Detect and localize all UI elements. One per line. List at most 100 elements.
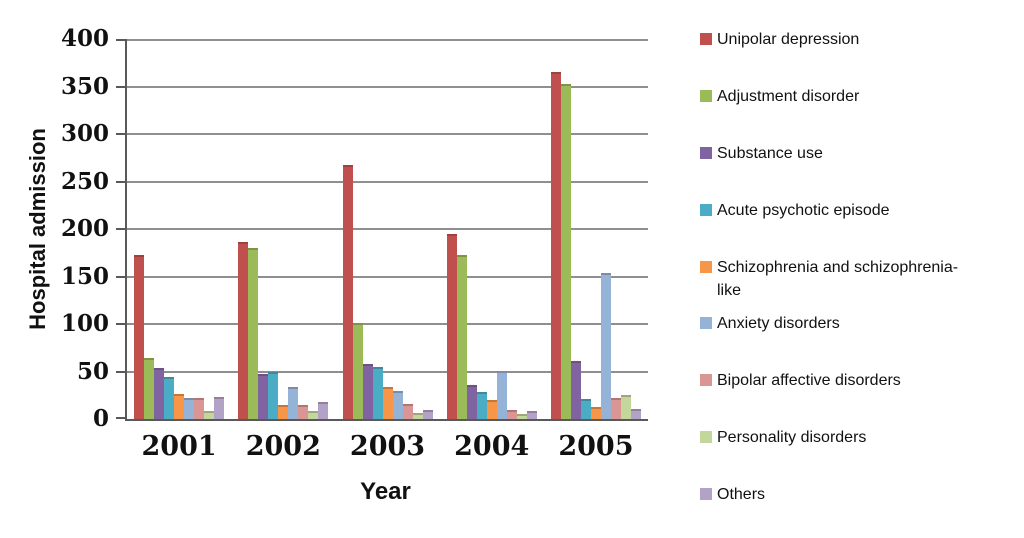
bar-anxiety-disorders-2003 [392,390,403,419]
gridline-400 [127,39,648,41]
y-tick-mark-300 [116,133,125,135]
y-tick-mark-150 [116,275,125,278]
gridline-300 [127,133,648,135]
x-tick-label-2002: 2002 [245,431,321,462]
y-tick-mark-200 [116,228,125,230]
legend-item-adjustment-disorder: Adjustment disorder [700,85,1018,108]
gridline-200 [127,228,648,230]
legend-item-anxiety-disorders: Anxiety disorders [700,312,1018,335]
legend-swatch-icon [700,204,712,216]
y-tick-label-200: 200 [60,215,109,242]
bar-bipolar-affective-disorders-2003 [402,403,413,419]
y-tick-label-400: 400 [60,25,109,52]
bar-schizophrenia-and-schizophrenia-like-2002 [278,404,289,419]
legend-label: Schizophrenia and schizophrenia-like [717,259,959,299]
bar-groups [127,39,648,419]
bar-anxiety-disorders-2005 [600,272,611,419]
bar-acute-psychotic-episode-2003 [372,366,383,419]
legend-label: Adjustment disorder [717,88,860,105]
legend-item-acute-psychotic-episode: Acute psychotic episode [700,199,1018,222]
legend-swatch-icon [700,317,712,329]
legend-item-unipolar-depression: Unipolar depression [700,28,1018,51]
bar-anxiety-disorders-2002 [288,386,299,419]
legend-label: Personality disorders [717,429,867,446]
legend-swatch-icon [700,488,712,500]
bar-unipolar-depression-2003 [342,165,353,419]
bar-acute-psychotic-episode-2005 [580,399,591,419]
y-tick-label-300: 300 [60,120,109,147]
x-tick-label-2005: 2005 [558,431,634,462]
bar-schizophrenia-and-schizophrenia-like-2005 [590,406,601,419]
bar-schizophrenia-and-schizophrenia-like-2001 [174,394,185,419]
bar-personality-disorders-2005 [620,395,631,419]
bar-bipolar-affective-disorders-2001 [194,398,205,419]
y-tick-label-50: 50 [76,357,109,385]
bar-substance-use-2005 [570,361,581,419]
bar-substance-use-2004 [466,384,477,419]
x-tick-label-2003: 2003 [349,431,426,462]
bar-personality-disorders-2003 [412,413,423,419]
bar-substance-use-2003 [362,363,373,419]
plot-area: 400 350 300 250 200 150 100 50 0 2001 2002 2003 200… [61,25,648,462]
legend-item-others: Others [700,483,1018,506]
y-tick-mark-50 [116,370,125,373]
y-tick-mark-250 [116,180,125,183]
bar-group-2005 [544,39,648,419]
bar-others-2004 [526,411,537,419]
bar-unipolar-depression-2001 [134,254,145,419]
bar-bipolar-affective-disorders-2004 [506,409,517,419]
y-tick-mark-0 [116,417,125,419]
bar-personality-disorders-2001 [204,411,215,419]
bar-group-2001 [127,39,231,419]
bar-others-2002 [318,401,329,419]
bar-bipolar-affective-disorders-2005 [610,398,621,419]
bar-others-2001 [214,397,225,419]
legend-swatch-icon [700,374,712,386]
bar-adjustment-disorder-2005 [560,83,571,419]
bar-schizophrenia-and-schizophrenia-like-2003 [382,386,393,419]
legend-swatch-icon [700,431,712,443]
bar-group-2002 [231,39,335,419]
x-axis-title: Year [360,478,411,505]
legend-item-substance-use: Substance use [700,142,1018,165]
bar-personality-disorders-2002 [308,411,319,419]
y-tick-mark-350 [116,85,125,88]
bar-bipolar-affective-disorders-2002 [298,404,309,419]
y-tick-label-150: 150 [60,262,109,290]
bar-unipolar-depression-2002 [238,242,249,419]
legend-label: Anxiety disorders [717,315,840,332]
y-tick-label-250: 250 [60,167,109,195]
y-tick-label-100: 100 [60,310,109,337]
y-tick-mark-100 [116,323,125,325]
y-tick-mark-400 [116,39,125,41]
legend: Unipolar depression Adjustment disorder Su… [700,28,1018,538]
bar-group-2003 [335,39,439,419]
bar-adjustment-disorder-2003 [352,323,363,419]
bar-others-2005 [630,408,641,419]
gridline-50 [127,370,648,373]
bar-anxiety-disorders-2001 [184,398,195,419]
bar-group-2004 [440,39,544,419]
gridline-150 [127,275,648,278]
legend-swatch-icon [700,33,712,45]
gridline-100 [127,323,648,325]
bar-acute-psychotic-episode-2002 [268,371,279,419]
legend-swatch-icon [700,90,712,102]
bar-unipolar-depression-2004 [446,233,457,419]
bar-schizophrenia-and-schizophrenia-like-2004 [486,400,497,419]
bar-others-2003 [422,409,433,419]
x-tick-label-2001: 2001 [141,431,217,462]
bar-personality-disorders-2004 [516,414,527,419]
legend-label: Bipolar affective disorders [717,372,901,389]
gridline-250 [127,180,648,183]
legend-swatch-icon [700,147,712,159]
legend-label: Substance use [717,145,823,162]
legend-label: Unipolar depression [717,31,860,48]
legend-item-bipolar-affective-disorders: Bipolar affective disorders [700,369,1018,392]
legend-label: Others [717,486,766,503]
gridline-350 [127,85,648,88]
legend-item-schizophrenia-and-schizophrenia-like: Schizophrenia and schizophrenia-like [700,256,1018,302]
bar-acute-psychotic-episode-2001 [164,377,175,419]
bar-substance-use-2002 [258,374,269,419]
